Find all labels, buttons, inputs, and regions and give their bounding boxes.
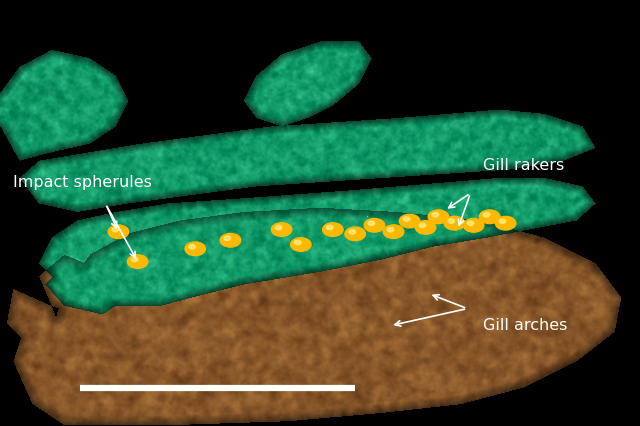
Circle shape: [271, 223, 292, 237]
Circle shape: [224, 236, 230, 241]
Circle shape: [419, 224, 426, 228]
Circle shape: [127, 255, 148, 269]
Circle shape: [499, 219, 506, 224]
Circle shape: [364, 219, 385, 233]
Circle shape: [368, 222, 374, 226]
Circle shape: [383, 225, 404, 239]
Circle shape: [463, 219, 484, 233]
Circle shape: [349, 230, 355, 234]
Circle shape: [185, 242, 205, 256]
Text: Gill arches: Gill arches: [483, 317, 568, 332]
Text: Impact spherules: Impact spherules: [13, 175, 152, 190]
Circle shape: [112, 228, 118, 232]
Circle shape: [189, 245, 195, 249]
Circle shape: [108, 225, 129, 239]
Circle shape: [345, 227, 365, 241]
Circle shape: [326, 226, 333, 230]
Circle shape: [323, 223, 343, 237]
Circle shape: [275, 226, 282, 230]
Circle shape: [444, 217, 465, 230]
Circle shape: [495, 217, 516, 230]
Circle shape: [479, 210, 500, 224]
Circle shape: [220, 234, 241, 248]
Text: Gill rakers: Gill rakers: [483, 158, 564, 173]
Circle shape: [403, 217, 410, 222]
Circle shape: [387, 228, 394, 232]
Circle shape: [448, 219, 454, 224]
Circle shape: [291, 238, 311, 252]
Circle shape: [399, 215, 420, 228]
Circle shape: [483, 213, 490, 217]
Circle shape: [131, 258, 138, 262]
Circle shape: [415, 221, 436, 235]
Circle shape: [467, 222, 474, 226]
Circle shape: [432, 213, 438, 217]
Circle shape: [294, 241, 301, 245]
Circle shape: [428, 210, 449, 224]
